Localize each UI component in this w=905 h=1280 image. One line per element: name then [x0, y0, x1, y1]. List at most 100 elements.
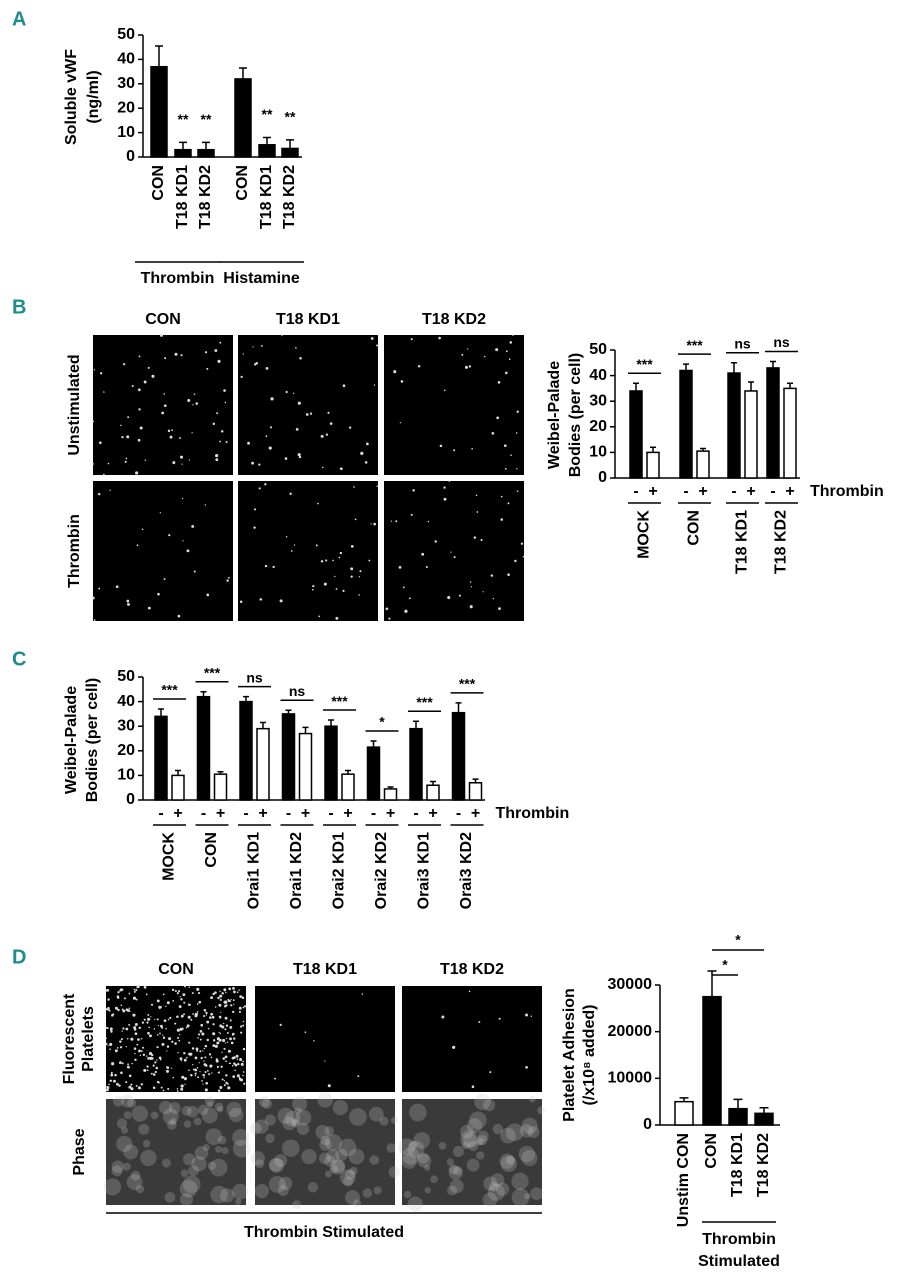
micrograph-speck — [180, 1192, 194, 1206]
image-caption: Thrombin Stimulated — [244, 1224, 404, 1241]
micrograph-speck — [350, 575, 353, 578]
micrograph-speck — [207, 1027, 210, 1030]
micrograph-speck — [450, 551, 452, 553]
significance-label: *** — [686, 337, 703, 353]
micrograph-speck — [137, 388, 141, 392]
micrograph-speck — [210, 996, 214, 1000]
micrograph-speck — [167, 1018, 170, 1021]
micrograph-speck — [129, 1010, 131, 1012]
micrograph-speck — [172, 461, 176, 465]
micrograph-speck — [206, 1070, 209, 1072]
micrograph-speck — [178, 1005, 182, 1008]
micrograph-speck — [100, 372, 103, 375]
micrograph-speck — [362, 1188, 373, 1198]
micrograph-speck — [240, 1062, 244, 1066]
bar — [174, 148, 192, 158]
micrograph-speck — [158, 1005, 161, 1009]
micrograph-speck — [279, 1023, 282, 1026]
micrograph-speck — [160, 1086, 163, 1089]
series-tick-label: + — [428, 805, 437, 822]
micrograph-speck — [127, 416, 130, 419]
micrograph-speck — [295, 1109, 312, 1126]
micrograph-speck — [212, 1023, 215, 1026]
micrograph-speck — [354, 518, 357, 521]
micrograph-speck — [158, 1081, 160, 1084]
micrograph-speck — [198, 1062, 200, 1064]
micrograph-speck — [232, 1139, 251, 1158]
micrograph-speck — [361, 993, 364, 995]
micrograph-speck — [167, 429, 171, 433]
micrograph-speck — [460, 1130, 479, 1149]
x-tick-label: CON — [686, 510, 703, 546]
micrograph-speck — [147, 366, 150, 369]
micrograph-speck — [197, 1076, 200, 1079]
micrograph-speck — [113, 1095, 125, 1107]
image-column-label: CON — [158, 961, 194, 978]
micrograph-speck — [197, 992, 201, 995]
micrograph-speck — [151, 1053, 154, 1057]
micrograph-speck — [315, 544, 318, 547]
micrograph-speck — [107, 1006, 110, 1010]
micrograph-speck — [291, 1118, 298, 1125]
micrograph-speck — [109, 1042, 113, 1046]
micrograph-speck — [180, 1087, 184, 1091]
micrograph-speck — [229, 1019, 232, 1022]
micrograph-speck — [236, 1058, 239, 1061]
micrograph-speck — [166, 1069, 169, 1073]
micrograph-speck — [180, 998, 183, 1001]
micrograph-speck — [143, 1068, 147, 1072]
micrograph-speck — [519, 1124, 534, 1138]
micrograph-speck — [214, 1044, 218, 1048]
micrograph-speck — [216, 412, 219, 415]
micrograph-speck — [443, 497, 447, 501]
series-tick-label: - — [456, 805, 461, 822]
y-tick-label: 10 — [117, 124, 135, 141]
micrograph-speck — [325, 433, 329, 436]
micrograph-speck — [138, 355, 141, 358]
error-bar — [455, 702, 462, 713]
micrograph-speck — [409, 1103, 427, 1122]
micrograph-speck — [205, 1081, 209, 1085]
micrograph-speck — [214, 991, 217, 994]
micrograph-speck — [332, 1160, 346, 1173]
micrograph-speck — [272, 565, 275, 569]
micrograph-speck — [265, 1133, 275, 1144]
micrograph-speck — [227, 576, 230, 579]
x-tick-label: CON — [703, 1133, 720, 1169]
micrograph-speck — [284, 457, 288, 460]
micrograph-speck — [111, 1160, 125, 1173]
micrograph-speck — [357, 1075, 360, 1078]
micrograph-speck — [147, 606, 151, 610]
micrograph-speck — [249, 1122, 262, 1135]
micrograph-speck — [385, 607, 389, 611]
micrograph-speck — [417, 365, 421, 368]
micrograph-speck — [237, 1062, 240, 1066]
micrograph-speck — [320, 1135, 331, 1146]
micrograph-speck — [466, 1158, 480, 1172]
micrograph-speck — [370, 523, 372, 525]
micrograph-speck — [184, 985, 187, 988]
micrograph-speck — [390, 520, 393, 522]
y-tick-label: 50 — [117, 26, 135, 43]
bar — [744, 390, 758, 479]
micrograph-speck — [168, 1037, 172, 1041]
micrograph-speck — [126, 1174, 143, 1190]
error-bar — [328, 719, 334, 727]
micrograph-speck — [142, 1046, 145, 1049]
micrograph-speck — [348, 426, 352, 429]
x-tick-label: MOCK — [161, 832, 178, 881]
micrograph-speck — [191, 524, 195, 528]
micrograph-speck — [214, 349, 218, 352]
micrograph-speck — [233, 990, 236, 994]
micrograph-speck — [183, 1058, 187, 1062]
micrograph-speck — [242, 1006, 245, 1009]
micrograph-speck — [441, 1015, 445, 1019]
micrograph-speck — [338, 1138, 357, 1157]
micrograph-speck — [188, 1041, 191, 1044]
micrograph-speck — [409, 1140, 418, 1150]
micrograph-speck — [345, 1169, 356, 1180]
x-tick-label: T18 KD1 — [174, 165, 191, 229]
micrograph-speck — [482, 1192, 498, 1208]
micrograph — [93, 335, 233, 475]
micrograph — [255, 1099, 395, 1205]
